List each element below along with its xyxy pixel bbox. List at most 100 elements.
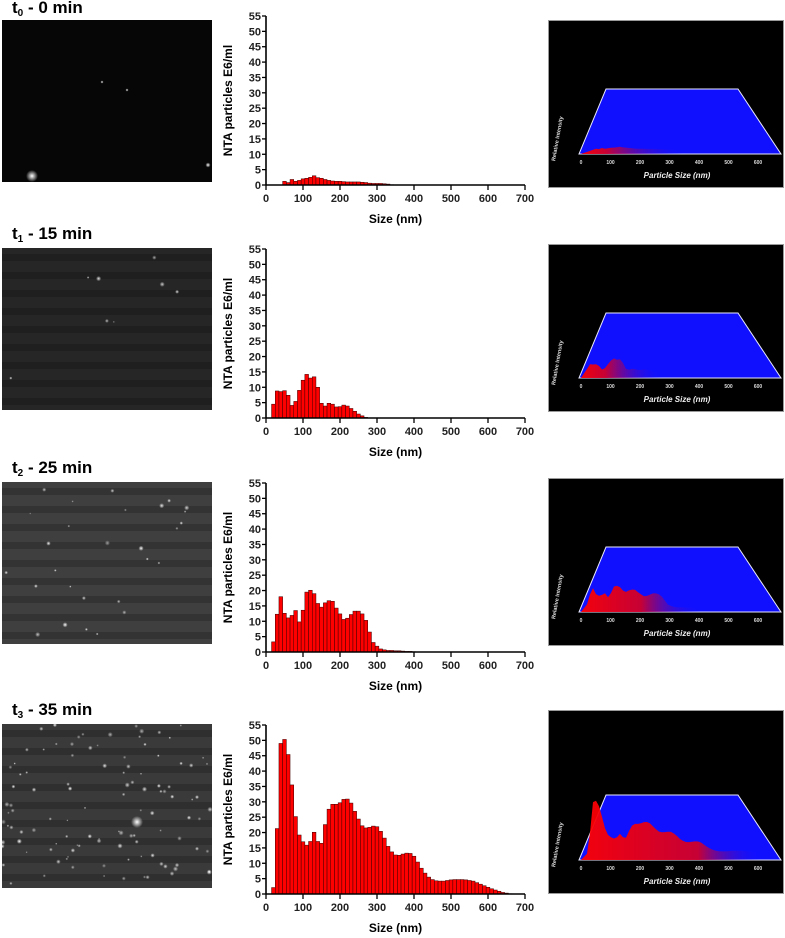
histogram-bar [334,607,339,653]
histogram-bar [386,846,391,895]
histogram-bar [374,645,380,653]
histogram-bar [271,641,276,653]
y-tick-label: 35 [249,72,261,84]
y-tick-label: 40 [249,57,261,69]
histogram-bar [404,852,409,895]
histogram-bar [278,743,283,895]
histogram-bar [352,610,357,653]
x-axis-label: Size (nm) [369,679,422,693]
histogram-bar [356,818,361,895]
y-tick-label: 45 [249,275,261,287]
surface-y-label: Relative Intensity [551,339,565,386]
x-tick-label: 500 [442,193,460,205]
nta-micrograph [2,20,212,182]
y-tick-label: 10 [249,382,261,394]
histogram-bar [371,642,376,653]
x-tick-label: 200 [331,193,349,205]
histogram-bar [300,609,306,653]
y-tick-label: 15 [249,843,261,855]
histogram-bar [330,403,335,419]
y-axis-label: NTA particles E6/ml [221,512,235,623]
y-tick-label: 5 [255,874,261,886]
histogram-bar [286,617,291,653]
histogram-bar [341,404,346,419]
histogram-bar [400,853,406,895]
x-tick-label: 600 [479,426,497,438]
histogram-bar [330,601,335,653]
histogram-bar [356,610,361,653]
surface-y-label: Relative Intensity [551,115,565,162]
surface-x-label: Particle Size (nm) [644,877,711,886]
x-tick-label: 600 [479,902,497,914]
surface-tick-label: 500 [724,160,733,166]
histogram-bar [312,831,317,895]
x-tick-label: 0 [263,193,269,205]
histogram-bar [275,828,280,895]
histogram-bar [363,620,369,653]
histogram-chart: 0 5 10 15 20 25 30 35 40 45 50 55 0 100 200 300 400 500 60… [218,226,538,459]
histogram-bar [315,177,320,186]
histogram-bar [326,403,332,419]
histogram-bar [300,379,306,419]
histogram-bar [345,405,350,419]
y-tick-label: 45 [249,42,261,54]
histogram-bar [308,589,313,653]
histogram-bar [312,593,317,653]
y-tick-label: 55 [249,11,261,23]
surface-tick-label: 0 [580,618,583,624]
histogram-bar [460,879,465,895]
histogram-bar [308,177,313,186]
surface-tick-label: 100 [606,618,615,624]
x-tick-label: 100 [294,660,312,672]
y-tick-label: 40 [249,524,261,536]
histogram-bar [426,876,431,895]
surface-tick-label: 400 [695,160,704,166]
surface-plot-3d: 0 100 200 300 400 500 600 Particle Size (nm) Rel… [548,710,784,894]
y-tick-label: 15 [249,367,261,379]
histogram-bar [334,406,339,419]
histogram-bar [352,811,357,895]
histogram-bar [367,827,372,895]
y-axis-label: NTA particles E6/ml [221,754,235,865]
histogram-bar [463,879,468,895]
panel-title: t3 - 35 min [12,700,93,721]
y-tick-label: 30 [249,321,261,333]
histogram-bar [341,619,346,653]
x-tick-label: 100 [294,426,312,438]
x-tick-label: 0 [263,902,269,914]
histogram-bar [286,395,291,419]
histogram-bar [378,831,383,895]
surface-tick-label: 600 [754,384,763,390]
y-tick-label: 20 [249,828,261,840]
surface-y-label: Relative Intensity [551,821,565,868]
histogram-bar [297,390,302,419]
histogram-bar [312,175,317,186]
x-tick-label: 200 [331,660,349,672]
surface-tick-label: 400 [695,384,704,390]
surface-tick-label: 300 [665,618,674,624]
histogram-bar [367,631,372,653]
y-tick-label: 25 [249,812,261,824]
y-tick-label: 50 [249,493,261,505]
surface-x-label: Particle Size (nm) [644,395,711,404]
histogram-bar [293,401,298,419]
histogram-chart: 0 5 10 15 20 25 30 35 40 45 50 55 0 100 200 300 400 500 60… [218,460,538,693]
y-tick-label: 20 [249,119,261,131]
y-tick-label: 40 [249,766,261,778]
surface-tick-label: 600 [754,160,763,166]
x-tick-label: 100 [294,193,312,205]
histogram-bar [323,405,328,419]
x-tick-label: 0 [263,426,269,438]
surface-tick-label: 100 [606,160,615,166]
histogram-bar [289,405,295,419]
x-tick-label: 0 [263,660,269,672]
histogram-bar [393,854,398,895]
histogram-bar [374,826,380,895]
histogram-bar [467,880,472,895]
histogram-bar [300,841,306,895]
histogram-bar [319,403,324,419]
x-tick-label: 100 [294,902,312,914]
histogram-bar [289,615,295,653]
surface-x-label: Particle Size (nm) [644,629,711,638]
histogram-bar [445,880,450,895]
